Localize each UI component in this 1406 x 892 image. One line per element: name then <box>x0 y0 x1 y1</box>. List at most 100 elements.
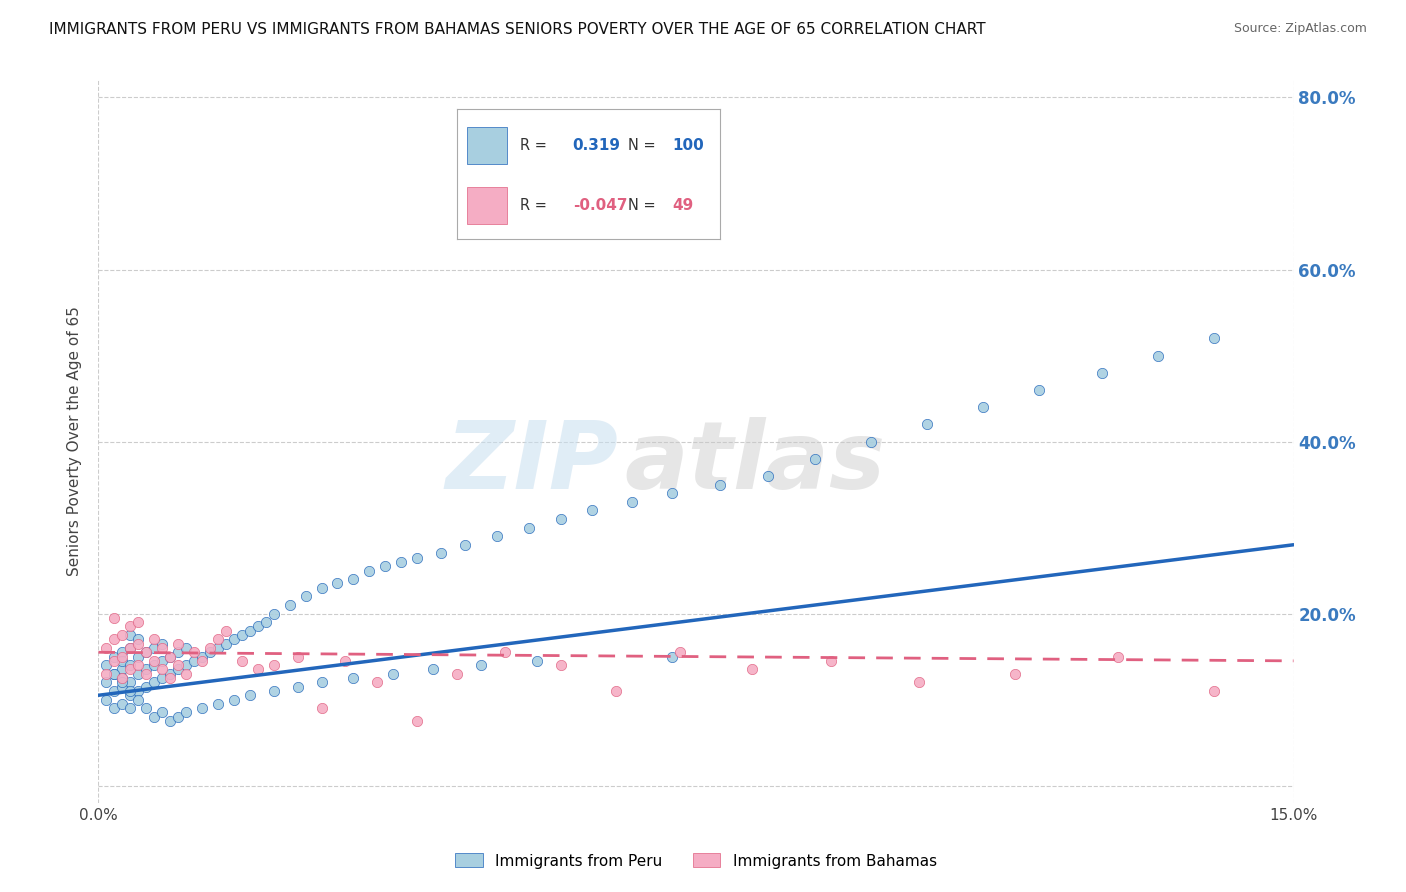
Point <box>246 619 269 633</box>
Point <box>96 675 118 690</box>
Point <box>820 654 842 668</box>
Point <box>804 451 827 466</box>
Point <box>174 666 197 681</box>
Point <box>111 628 134 642</box>
Point <box>120 640 142 655</box>
Point <box>150 671 173 685</box>
Point <box>972 400 994 414</box>
Point <box>103 654 125 668</box>
Point <box>135 663 157 677</box>
Point <box>120 628 142 642</box>
Text: ZIP: ZIP <box>446 417 619 509</box>
Text: atlas: atlas <box>624 417 886 509</box>
Point <box>159 666 181 681</box>
Point <box>120 640 142 655</box>
Point <box>366 675 388 690</box>
Point <box>167 710 190 724</box>
Point <box>159 649 181 664</box>
Point <box>1202 331 1225 345</box>
Point <box>191 649 214 664</box>
Point <box>150 663 173 677</box>
Point <box>430 546 453 560</box>
Point <box>215 637 238 651</box>
Point <box>111 680 134 694</box>
Point <box>454 538 477 552</box>
Point <box>494 645 516 659</box>
Point <box>239 688 262 702</box>
Point <box>111 671 134 685</box>
Point <box>167 663 190 677</box>
Point <box>96 692 118 706</box>
Point <box>287 649 309 664</box>
Point <box>143 710 166 724</box>
Point <box>526 654 548 668</box>
Point <box>389 555 412 569</box>
Point <box>198 640 221 655</box>
Point <box>1202 684 1225 698</box>
Point <box>756 469 779 483</box>
Point <box>311 701 333 715</box>
Point <box>382 666 405 681</box>
Point <box>709 477 731 491</box>
Point <box>127 615 149 630</box>
Point <box>311 581 333 595</box>
Point <box>127 649 149 664</box>
Point <box>1107 649 1129 664</box>
Point <box>222 632 245 647</box>
Point <box>207 640 229 655</box>
Point <box>127 666 149 681</box>
Point <box>111 663 134 677</box>
Point <box>263 607 285 621</box>
Point <box>1091 366 1114 380</box>
Point <box>605 684 627 698</box>
Point <box>294 590 316 604</box>
Legend: Immigrants from Peru, Immigrants from Bahamas: Immigrants from Peru, Immigrants from Ba… <box>449 847 943 875</box>
Point <box>741 663 763 677</box>
Point <box>485 529 508 543</box>
Point <box>111 671 134 685</box>
Point <box>120 663 142 677</box>
Point <box>103 632 125 647</box>
Point <box>446 666 468 681</box>
Point <box>550 512 572 526</box>
Point <box>183 654 205 668</box>
Point <box>120 658 142 673</box>
Point <box>335 654 357 668</box>
Point <box>1028 383 1050 397</box>
Point <box>198 645 221 659</box>
Point <box>1147 349 1170 363</box>
Point <box>517 520 540 534</box>
Point <box>111 654 134 668</box>
Point <box>183 645 205 659</box>
Point <box>96 658 118 673</box>
Point <box>120 701 142 715</box>
Point <box>621 494 644 508</box>
Point <box>96 666 118 681</box>
Point <box>222 692 245 706</box>
Point <box>103 666 125 681</box>
Text: IMMIGRANTS FROM PERU VS IMMIGRANTS FROM BAHAMAS SENIORS POVERTY OVER THE AGE OF : IMMIGRANTS FROM PERU VS IMMIGRANTS FROM … <box>49 22 986 37</box>
Point <box>278 598 301 612</box>
Point <box>231 654 253 668</box>
Point <box>111 645 134 659</box>
Point <box>103 684 125 698</box>
Point <box>167 645 190 659</box>
Point <box>174 640 197 655</box>
Point <box>263 658 285 673</box>
Point <box>135 701 157 715</box>
Point <box>263 684 285 698</box>
Point <box>103 701 125 715</box>
Y-axis label: Seniors Poverty Over the Age of 65: Seniors Poverty Over the Age of 65 <box>67 307 83 576</box>
Point <box>143 632 166 647</box>
Point <box>207 697 229 711</box>
Point <box>127 637 149 651</box>
Point <box>150 637 173 651</box>
Point <box>191 701 214 715</box>
Point <box>167 637 190 651</box>
Point <box>143 658 166 673</box>
Point <box>120 675 142 690</box>
Point <box>254 615 277 630</box>
Point <box>120 688 142 702</box>
Point <box>215 624 238 638</box>
Point <box>127 658 149 673</box>
